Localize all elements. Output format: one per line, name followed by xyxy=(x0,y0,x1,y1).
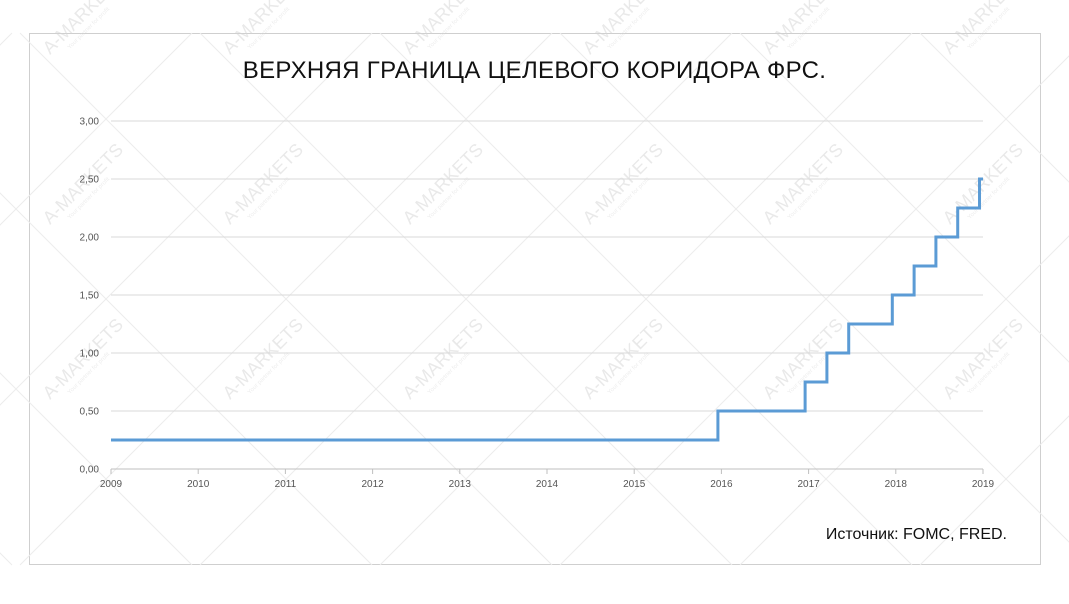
y-tick-label: 0,50 xyxy=(80,407,100,418)
x-tick-label: 2017 xyxy=(797,479,820,490)
y-tick-label: 2,00 xyxy=(80,233,100,244)
chart-title: ВЕРХНЯЯ ГРАНИЦА ЦЕЛЕВОГО КОРИДОРА ФРС. xyxy=(242,57,827,84)
y-tick-label: 1,00 xyxy=(80,349,100,360)
watermark-lattice xyxy=(0,32,1069,566)
x-tick-label: 2012 xyxy=(361,479,384,490)
x-tick-label: 2011 xyxy=(275,479,297,490)
x-tick-label: 2019 xyxy=(972,479,995,490)
x-tick-label: 2015 xyxy=(623,479,646,490)
x-tick-label: 2009 xyxy=(100,479,123,490)
x-tick-label: 2013 xyxy=(449,479,472,490)
series-line xyxy=(111,177,983,442)
x-tick-label: 2014 xyxy=(536,479,559,490)
y-tick-label: 0,00 xyxy=(80,465,100,476)
source-note: Источник: FOMC, FRED. xyxy=(825,526,1007,543)
x-tick-label: 2016 xyxy=(710,479,733,490)
y-tick-label: 2,50 xyxy=(80,175,100,186)
chart-frame xyxy=(29,33,1041,565)
x-tick-label: 2010 xyxy=(187,479,210,490)
x-tick-label: 2018 xyxy=(885,479,908,490)
y-tick-label: 3,00 xyxy=(80,117,100,128)
y-tick-label: 1,50 xyxy=(80,291,100,302)
